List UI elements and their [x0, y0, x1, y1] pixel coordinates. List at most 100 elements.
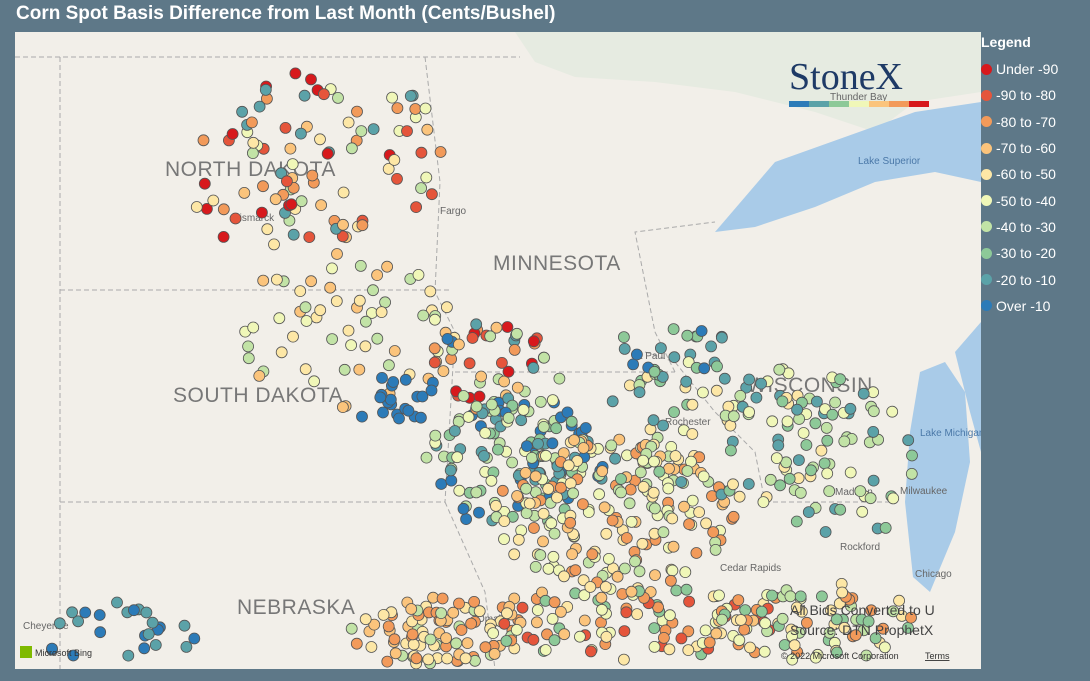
bid-dot[interactable]: [743, 373, 755, 386]
bid-dot[interactable]: [532, 437, 544, 450]
bid-dot[interactable]: [386, 91, 399, 104]
bid-dot[interactable]: [727, 478, 739, 491]
bid-dot[interactable]: [368, 618, 381, 631]
bid-dot[interactable]: [495, 356, 508, 369]
bid-dot[interactable]: [766, 589, 778, 602]
bid-dot[interactable]: [625, 515, 638, 528]
bid-dot[interactable]: [857, 387, 870, 400]
bid-dot[interactable]: [537, 535, 549, 548]
bid-dot[interactable]: [733, 634, 746, 647]
bid-dot[interactable]: [826, 408, 839, 421]
bid-dot[interactable]: [353, 363, 366, 376]
bid-dot[interactable]: [440, 632, 453, 644]
bid-dot[interactable]: [558, 628, 571, 641]
bid-dot[interactable]: [794, 590, 807, 603]
bid-dot[interactable]: [844, 466, 857, 479]
bid-dot[interactable]: [680, 583, 693, 596]
bid-dot[interactable]: [829, 396, 841, 409]
bid-dot[interactable]: [399, 373, 412, 386]
bid-dot[interactable]: [419, 102, 432, 115]
bid-dot[interactable]: [739, 604, 752, 616]
bid-dot[interactable]: [548, 634, 561, 647]
bid-dot[interactable]: [838, 435, 851, 448]
bid-dot[interactable]: [489, 499, 502, 512]
bid-dot[interactable]: [261, 223, 274, 236]
bid-dot[interactable]: [72, 615, 84, 628]
bid-dot[interactable]: [727, 410, 740, 423]
bid-dot[interactable]: [382, 359, 395, 372]
bid-dot[interactable]: [463, 357, 476, 370]
bid-dot[interactable]: [527, 633, 540, 646]
bid-dot[interactable]: [648, 365, 661, 378]
bid-dot[interactable]: [670, 584, 683, 597]
bid-dot[interactable]: [527, 361, 540, 374]
bid-dot[interactable]: [805, 464, 817, 477]
bid-dot[interactable]: [247, 321, 260, 334]
bid-dot[interactable]: [538, 351, 550, 364]
bid-dot[interactable]: [823, 485, 836, 498]
bid-dot[interactable]: [94, 626, 107, 639]
bid-dot[interactable]: [523, 497, 536, 510]
bid-dot[interactable]: [906, 449, 918, 462]
bid-dot[interactable]: [190, 201, 203, 213]
bid-dot[interactable]: [461, 637, 474, 649]
bid-dot[interactable]: [713, 589, 725, 602]
bid-dot[interactable]: [675, 632, 688, 645]
bid-dot[interactable]: [547, 550, 560, 563]
bid-dot[interactable]: [620, 532, 633, 544]
bid-dot[interactable]: [772, 439, 785, 452]
bid-dot[interactable]: [568, 434, 580, 447]
bid-dot[interactable]: [374, 391, 387, 404]
bid-dot[interactable]: [637, 480, 650, 493]
bid-dot[interactable]: [404, 90, 417, 102]
bid-dot[interactable]: [633, 565, 646, 578]
bid-dot[interactable]: [149, 639, 162, 651]
bid-dot[interactable]: [579, 422, 592, 434]
bid-dot[interactable]: [531, 604, 544, 616]
bid-dot[interactable]: [226, 128, 239, 140]
bid-dot[interactable]: [683, 518, 695, 531]
bid-dot[interactable]: [774, 479, 786, 492]
bid-dot[interactable]: [473, 605, 486, 618]
bid-dot[interactable]: [388, 345, 401, 357]
bid-dot[interactable]: [516, 601, 529, 614]
bid-dot[interactable]: [649, 569, 661, 581]
bid-dot[interactable]: [834, 373, 846, 386]
bid-dot[interactable]: [887, 492, 900, 505]
bid-dot[interactable]: [566, 548, 578, 560]
bid-dot[interactable]: [631, 608, 643, 620]
bid-dot[interactable]: [801, 616, 813, 629]
bid-dot[interactable]: [528, 522, 540, 534]
bid-dot[interactable]: [510, 624, 523, 636]
bid-dot[interactable]: [830, 613, 843, 626]
bid-dot[interactable]: [332, 92, 344, 104]
bid-dot[interactable]: [460, 513, 473, 526]
bid-dot[interactable]: [452, 338, 465, 351]
bid-dot[interactable]: [663, 643, 676, 656]
bid-dot[interactable]: [593, 488, 605, 501]
bid-dot[interactable]: [253, 100, 266, 113]
bid-dot[interactable]: [511, 381, 524, 394]
bid-dot[interactable]: [420, 451, 433, 464]
bid-dot[interactable]: [453, 484, 466, 497]
bid-dot[interactable]: [879, 521, 892, 534]
bid-dot[interactable]: [407, 638, 420, 651]
bid-dot[interactable]: [574, 630, 586, 643]
bid-dot[interactable]: [305, 275, 318, 288]
bid-dot[interactable]: [649, 502, 661, 515]
bid-dot[interactable]: [682, 356, 695, 369]
bid-dot[interactable]: [764, 473, 777, 486]
bid-dot[interactable]: [860, 649, 873, 662]
bid-dot[interactable]: [690, 547, 703, 559]
bid-dot[interactable]: [611, 570, 624, 583]
bid-dot[interactable]: [700, 517, 712, 530]
bid-dot[interactable]: [542, 562, 555, 575]
bid-dot[interactable]: [345, 142, 358, 155]
bid-dot[interactable]: [351, 105, 363, 118]
bid-dot[interactable]: [663, 462, 675, 475]
bid-dot[interactable]: [710, 627, 723, 640]
bid-dot[interactable]: [285, 198, 298, 211]
bid-dot[interactable]: [531, 616, 543, 629]
bid-dot[interactable]: [800, 439, 813, 451]
bid-dot[interactable]: [473, 506, 485, 519]
